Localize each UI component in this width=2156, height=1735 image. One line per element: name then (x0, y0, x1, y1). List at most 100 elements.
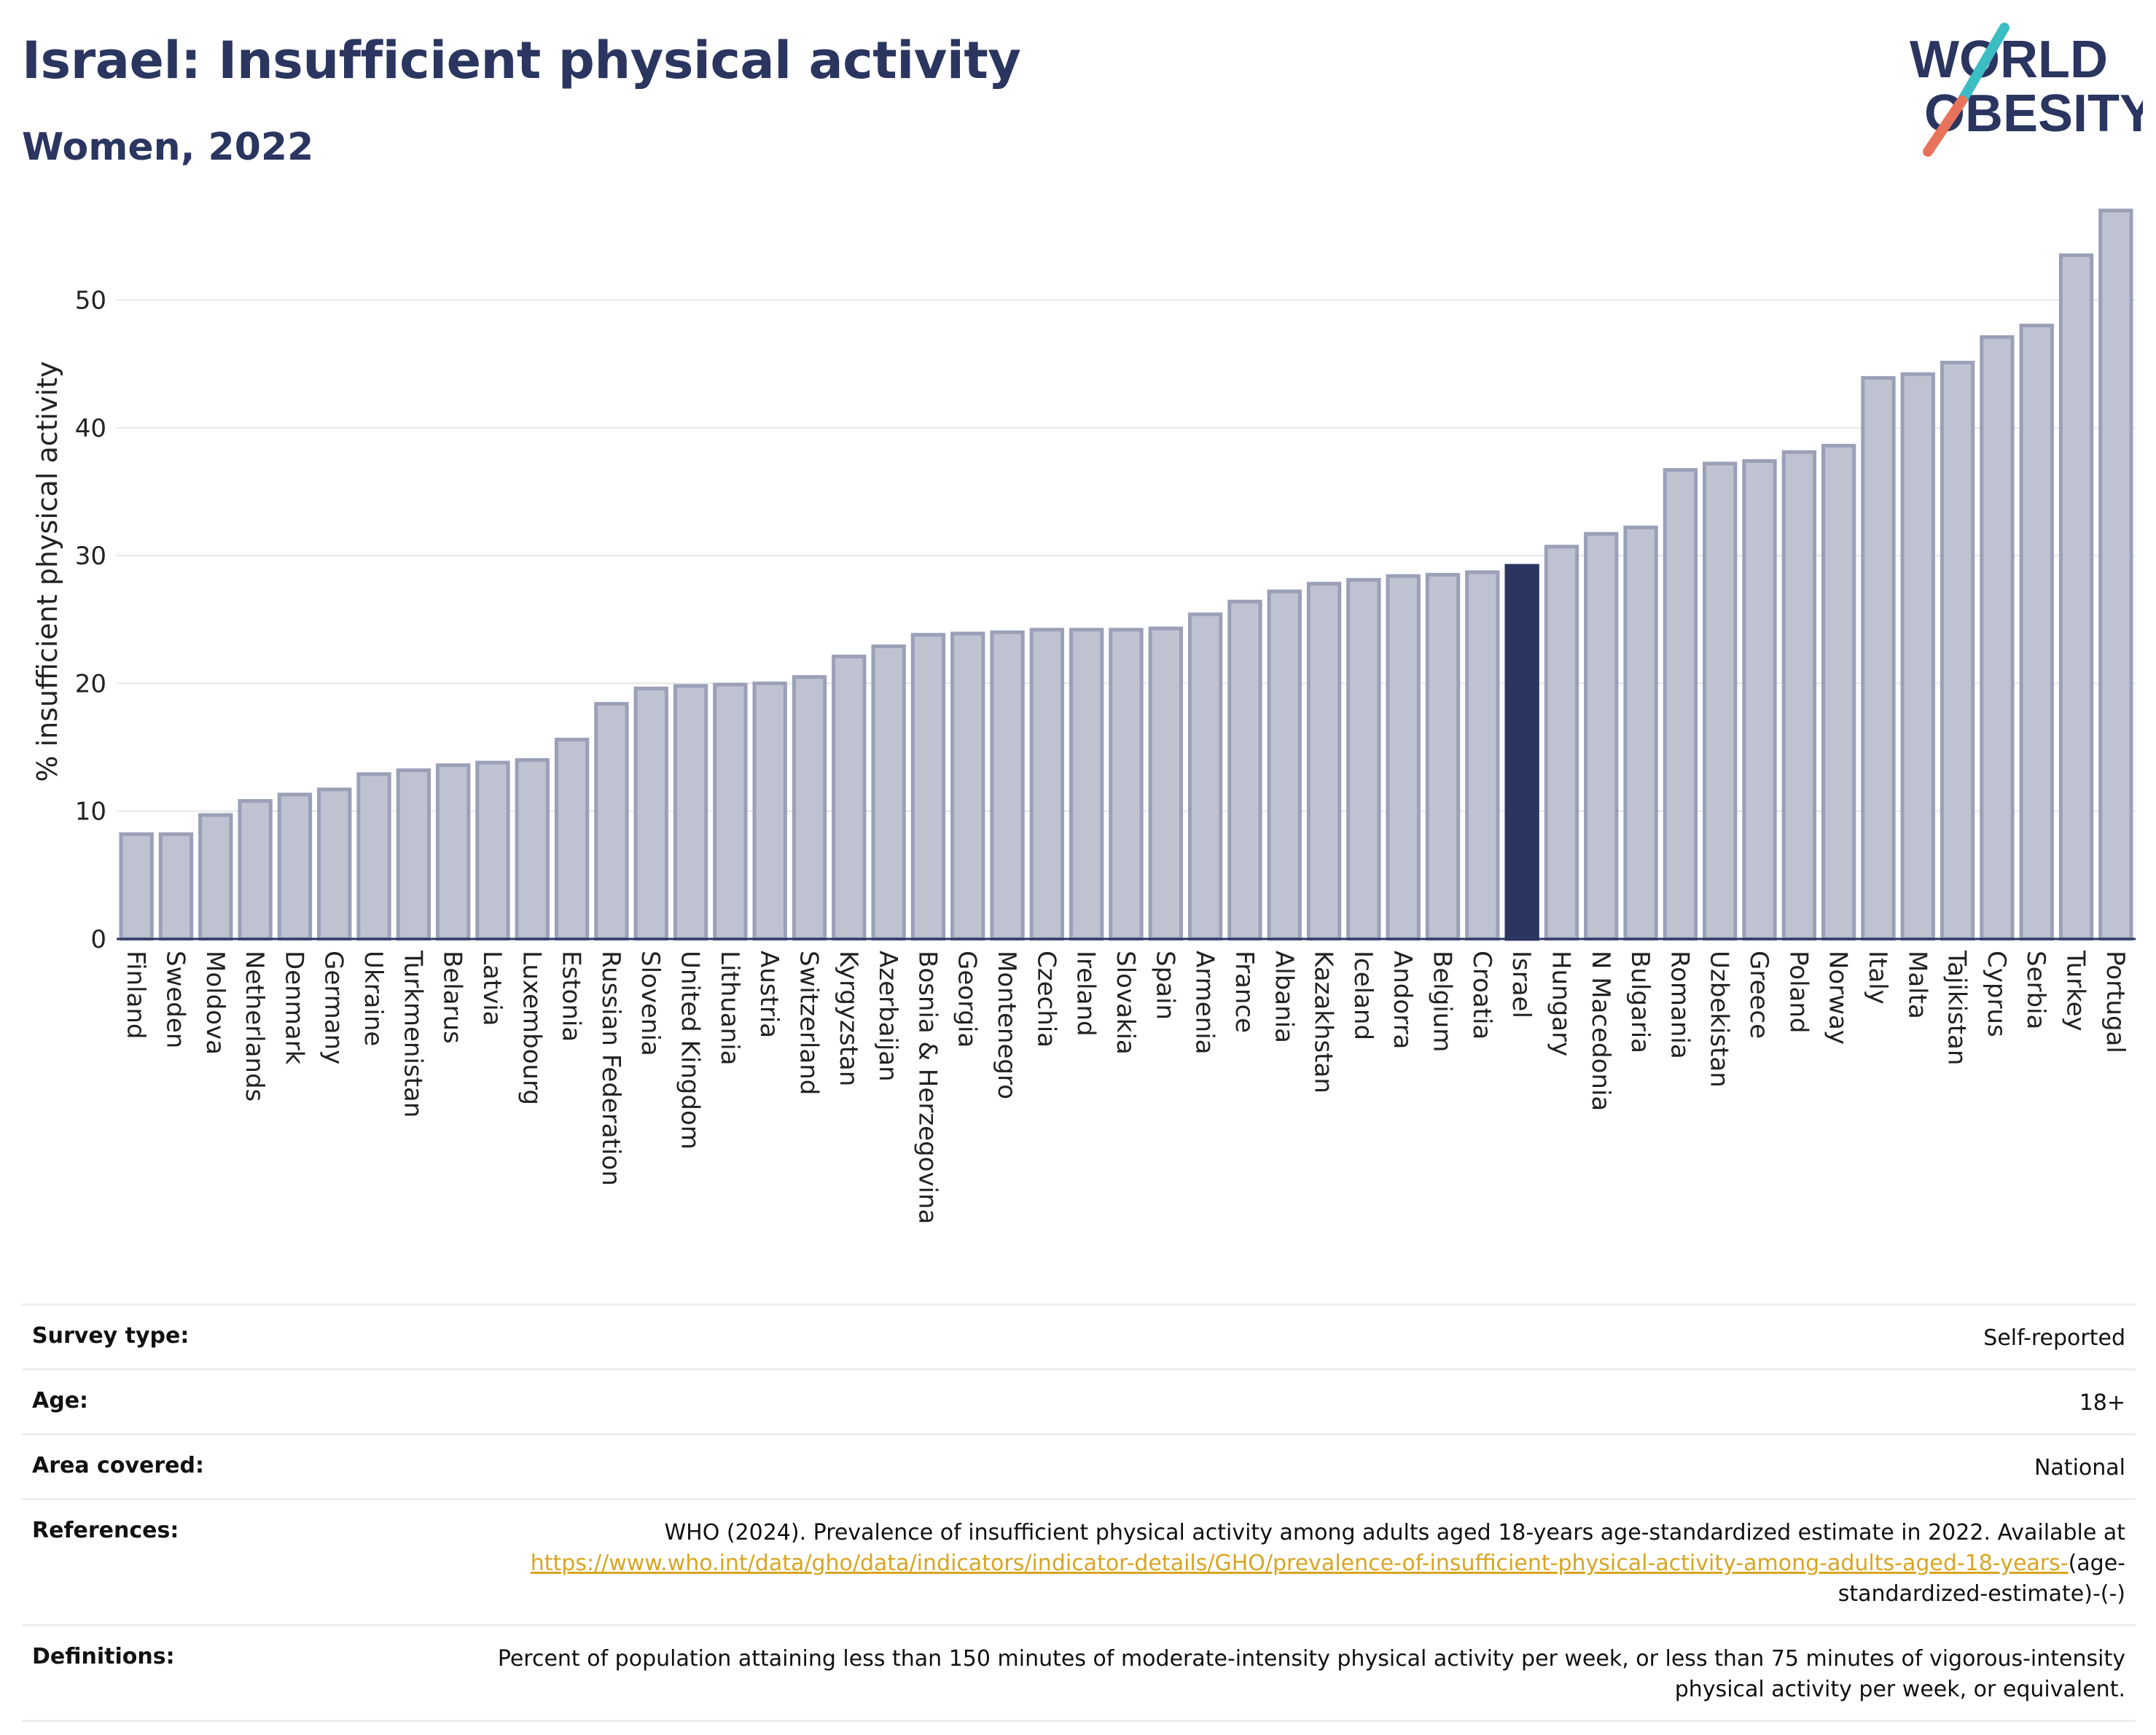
bar-slovenia (633, 686, 668, 941)
x-tick-label: Czechia (1031, 951, 1061, 1048)
x-tick-label: Ukraine (359, 951, 388, 1046)
info-label: References: (32, 1518, 179, 1543)
bar-israel (1504, 564, 1539, 941)
x-tick-label: Andorra (1388, 951, 1417, 1049)
bar-luxembourg (515, 758, 550, 941)
x-tick-label: Portugal (2101, 951, 2130, 1053)
x-tick-label: Ireland (1071, 951, 1101, 1037)
bar-norway (1821, 443, 1856, 941)
x-tick-label: Israel (1507, 951, 1536, 1018)
bar-bosnia-herzegovina (910, 633, 946, 941)
x-tick-label: Malta (1902, 951, 1932, 1019)
y-tick-label: 50 (75, 286, 106, 315)
info-label: Age: (32, 1388, 89, 1414)
bar-turkmenistan (396, 768, 431, 941)
x-tick-label: United Kingdom (676, 951, 705, 1150)
bar-russian-federation (594, 701, 629, 941)
x-tick-label: Cyprus (1982, 951, 2011, 1037)
bar-latvia (475, 760, 510, 941)
y-tick-label: 20 (75, 669, 106, 698)
x-tick-label: Moldova (200, 951, 230, 1055)
x-tick-label: Slovakia (1111, 951, 1140, 1055)
x-tick-label: Montenegro (992, 951, 1021, 1099)
bar-croatia (1465, 570, 1500, 941)
bar-cyprus (1980, 335, 2015, 941)
x-tick-label: Turkmenistan (398, 950, 427, 1118)
bar-montenegro (990, 630, 1025, 941)
bar-chart: 0 10 20 30 40 50 % insufficient physical activ… (31, 208, 2136, 1224)
bar-estonia (554, 738, 590, 941)
x-tick-label: Spain (1150, 951, 1179, 1020)
x-tick-label: Kazakhstan (1309, 951, 1338, 1093)
x-tick-label: Serbia (2021, 951, 2050, 1029)
info-table: Survey type: Self-reported Age: 18+ Area… (22, 1303, 2136, 1722)
bar-switzerland (792, 675, 827, 941)
x-tick-label: Bosnia & Herzegovina (913, 951, 942, 1224)
y-axis-label: % insufficient physical activity (31, 361, 63, 781)
x-tick-label: Slovenia (636, 951, 665, 1056)
x-tick-label: Netherlands (240, 951, 269, 1102)
x-tick-label: Tajikistan (1942, 950, 1972, 1065)
chart-subtitle: Women, 2022 (22, 125, 314, 169)
info-value: Self-reported (1983, 1325, 2125, 1351)
bar-moldova (198, 813, 233, 941)
reference-link[interactable]: https://www.who.int/data/gho/data/indica… (530, 1551, 2069, 1576)
y-tick-label: 30 (75, 542, 106, 571)
info-value: 18+ (2079, 1390, 2125, 1416)
x-tick-label: Hungary (1546, 951, 1575, 1056)
x-tick-label: Finland (121, 951, 150, 1040)
x-tick-label: Norway (1824, 951, 1853, 1045)
bar-georgia (950, 631, 985, 941)
y-tick-label: 0 (90, 925, 106, 954)
info-row-survey-type: Survey type: Self-reported (22, 1303, 2136, 1368)
x-tick-label: Kyrgyzstan (834, 951, 863, 1086)
logo-slash-coral-icon (1923, 95, 1967, 157)
x-tick-label: Uzbekistan (1705, 951, 1734, 1088)
bar-azerbaijan (871, 644, 906, 941)
x-tick-label: Belarus (438, 951, 467, 1044)
x-tick-label: Iceland (1348, 951, 1378, 1040)
y-tick-label: 10 (75, 798, 106, 827)
reference-text: WHO (2024). Prevalence of insufficient p… (664, 1520, 2125, 1545)
x-tick-label: Estonia (557, 951, 586, 1042)
bar-poland (1781, 450, 1817, 941)
x-tick-label: Germany (319, 951, 348, 1064)
bar-kazakhstan (1306, 582, 1342, 941)
x-tick-label: Turkey (2061, 950, 2090, 1032)
info-value: Percent of population attaining less tha… (497, 1646, 2125, 1702)
bar-slovakia (1109, 628, 1144, 941)
x-tick-label: Switzerland (794, 951, 823, 1095)
bar-uzbekistan (1703, 461, 1738, 941)
bar-armenia (1187, 612, 1223, 941)
bar-germany (317, 787, 352, 941)
bar-hungary (1544, 545, 1579, 941)
bar-netherlands (238, 799, 273, 941)
bar-tajikistan (1940, 360, 1975, 941)
info-value: National (2034, 1455, 2125, 1481)
bar-italy (1861, 375, 1896, 941)
info-row-area: Area covered: National (22, 1433, 2136, 1498)
bar-united-kingdom (673, 684, 708, 941)
x-tick-label: Azerbaijan (873, 951, 902, 1082)
x-tick-label: Georgia (953, 951, 982, 1048)
chart-title: Israel: Insufficient physical activity (22, 31, 1021, 90)
x-tick-label: France (1230, 951, 1259, 1033)
bar-n-macedonia (1584, 531, 1619, 941)
bar-romania (1663, 468, 1698, 941)
x-tick-label: Denmark (279, 951, 308, 1065)
info-label: Area covered: (32, 1453, 204, 1478)
x-tick-label: Italy (1863, 951, 1892, 1005)
bar-serbia (2019, 324, 2054, 941)
bar-spain (1148, 626, 1183, 941)
x-tick-label: Latvia (477, 951, 507, 1026)
bar-lithuania (713, 682, 748, 941)
x-tick-label: Lithuania (715, 951, 744, 1065)
bar-finland (119, 832, 154, 941)
bar-kyrgyzstan (832, 655, 867, 941)
bar-andorra (1386, 574, 1421, 941)
reference-suffix: (age-standardized-estimate)-(-) (1837, 1551, 2125, 1607)
y-tick-label: 40 (75, 414, 106, 443)
info-value: WHO (2024). Prevalence of insufficient p… (427, 1518, 2125, 1610)
bar-greece (1742, 459, 1777, 941)
info-label: Survey type: (32, 1323, 190, 1349)
